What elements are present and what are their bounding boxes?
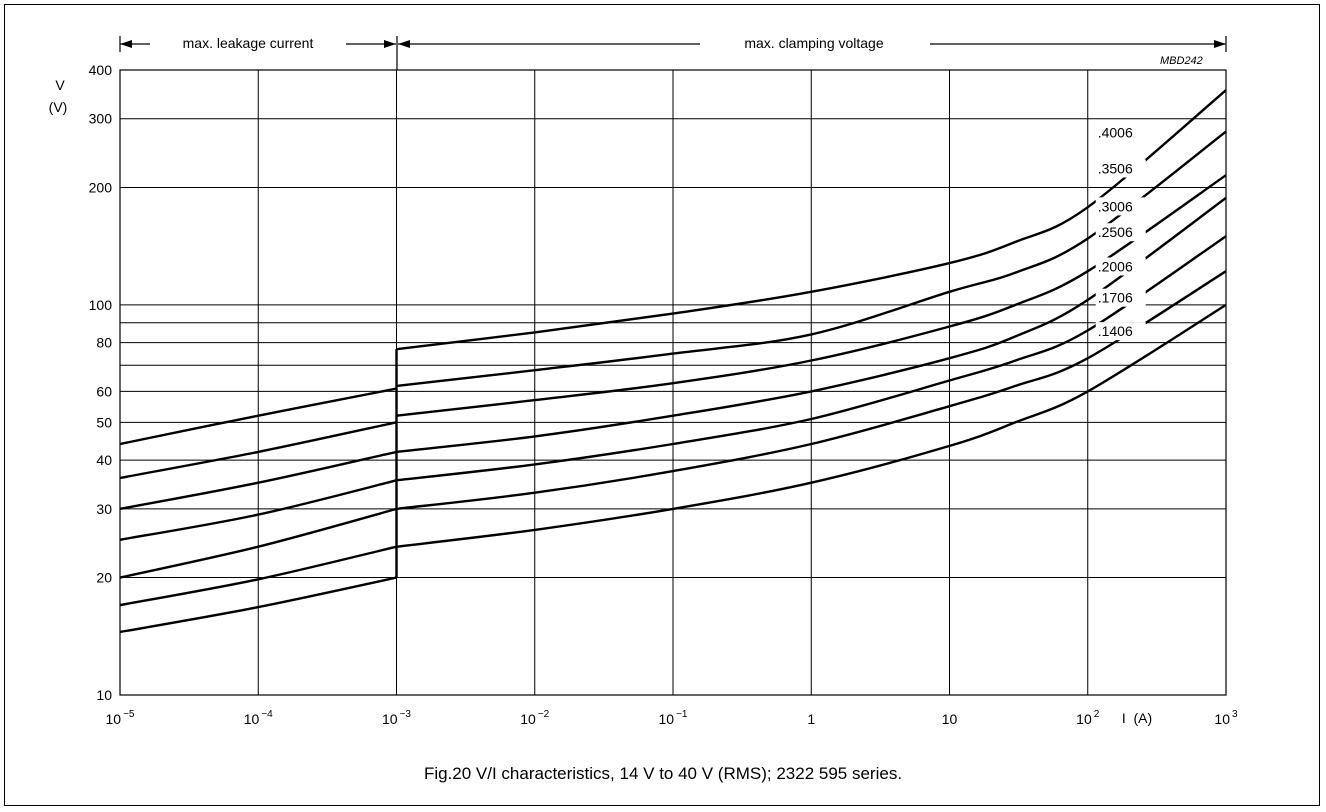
figure-caption: Fig.20 V/I characteristics, 14 V to 40 V… [423, 764, 903, 783]
x-tick-label: 10 [942, 711, 958, 727]
tick-labels: 10 −5 10 −4 10 −3 10 −2 10 −1 1 10 10 2 10 3 10 20 30 40 50 6… [89, 62, 1238, 727]
region-annotations: max. leakage current max. clamping volta… [119, 35, 1227, 70]
arrowhead-left-icon [398, 40, 410, 48]
series-leakage-line [119, 450, 397, 511]
series-leakage-line [119, 507, 397, 579]
x-tick-label: 10 −2 [520, 709, 549, 727]
series-leakage-line [119, 545, 397, 607]
series-label-bg [1095, 223, 1146, 242]
x-axis-label: I (A) [1122, 710, 1152, 726]
x-tick-label: 10 2 [1076, 709, 1100, 727]
y-axis-label-line2: (V) [49, 99, 68, 115]
series-label: .4006 [1098, 124, 1133, 140]
x-tick-label: 10 3 [1214, 709, 1238, 727]
series-clamping-line [396, 270, 1227, 511]
arrowhead-left-icon [120, 40, 132, 48]
y-tick-label: 50 [96, 414, 112, 430]
series-label: .3006 [1098, 198, 1133, 214]
x-tick-label: 10 −3 [382, 709, 411, 727]
y-tick-label: 30 [96, 501, 112, 517]
series-label-bg [1095, 257, 1146, 276]
series-label: .1406 [1098, 323, 1133, 339]
series-label-bg [1095, 197, 1146, 216]
y-tick-label: 200 [89, 179, 113, 195]
y-tick-label: 60 [96, 383, 112, 399]
y-tick-label: 80 [96, 335, 112, 351]
y-tick-label: 40 [96, 452, 112, 468]
series-clamping-line [396, 303, 1227, 548]
y-axis-label-line1: V [55, 77, 65, 93]
series-clamping-line [396, 235, 1227, 482]
x-tick-label: 10 −1 [659, 709, 688, 727]
x-tick-label: 10 −5 [106, 709, 135, 727]
series-label-bg [1095, 159, 1146, 178]
series-clamping-line [396, 196, 1227, 454]
series-clamping-line [396, 174, 1227, 417]
y-tick-label: 400 [89, 62, 113, 78]
series-label: .2006 [1098, 258, 1133, 274]
series-label: .3506 [1098, 160, 1133, 176]
series-label-bg [1095, 123, 1146, 142]
grid [119, 69, 1227, 696]
x-tick-label: 1 [807, 711, 815, 727]
series-labels: .4006 .3506 .3006 .2506 .2006 .1706 .1406 [1095, 123, 1146, 341]
series-label: .1706 [1098, 290, 1133, 306]
region-right-label: max. clamping voltage [744, 35, 884, 51]
series-label: .2506 [1098, 224, 1133, 240]
y-tick-label: 100 [89, 297, 113, 313]
y-tick-label: 10 [96, 687, 112, 703]
series-leakage-line [119, 387, 397, 446]
x-tick-label: 10 −4 [244, 709, 273, 727]
series-leakage-line [119, 479, 397, 541]
region-left-label: max. leakage current [183, 35, 314, 51]
y-tick-label: 20 [96, 570, 112, 586]
series-clamping-line [396, 130, 1227, 388]
arrowhead-right-icon [1214, 40, 1226, 48]
series-clamping-line [396, 89, 1227, 351]
series-label-bg [1095, 322, 1146, 341]
figure-code: MBD242 [1160, 55, 1203, 67]
series-leakage-line [119, 576, 397, 634]
arrowhead-right-icon [384, 40, 396, 48]
series-label-bg [1095, 288, 1146, 307]
series-group [119, 89, 1227, 634]
figure-frame [4, 4, 1320, 806]
plot-border [119, 69, 1227, 696]
series-leakage-line [119, 421, 397, 480]
y-tick-label: 300 [89, 111, 113, 127]
